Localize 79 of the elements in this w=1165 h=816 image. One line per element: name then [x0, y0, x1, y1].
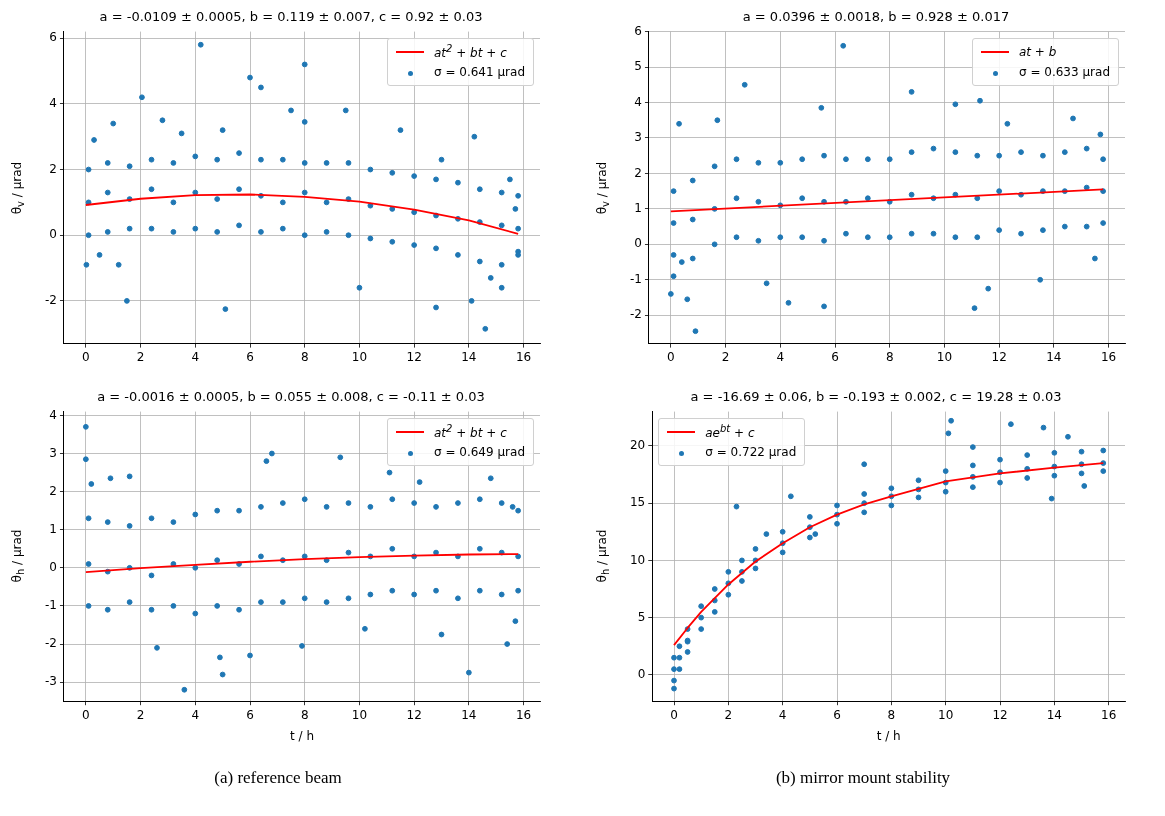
x-tick-label: 14 [461, 707, 477, 722]
x-tick-label: 12 [992, 707, 1008, 722]
y-tick-label: 0 [49, 559, 57, 574]
x-axis-title: t / h [876, 728, 901, 743]
legend-label: σ = 0.722 μrad [705, 444, 797, 459]
legend-label: ae$^{bt}$ + c [705, 423, 755, 441]
x-tick-label: 12 [406, 349, 422, 364]
x-tick-label: 10 [938, 707, 954, 722]
legend-label: at$^{2}$ + bt + c [434, 43, 507, 61]
y-tick-label: 0 [637, 667, 646, 681]
y-tick-label: -1 [45, 598, 57, 613]
x-tick-label: 12 [991, 349, 1007, 364]
x-tick-label: 0 [82, 349, 90, 364]
y-tick-label: 0 [634, 236, 642, 251]
y-tick-label: 15 [629, 495, 646, 510]
chart-title: a = -0.0109 ± 0.0005, b = 0.119 ± 0.007, c = 0.92 ± 0.03 [99, 9, 483, 25]
x-tick-label: 6 [246, 349, 254, 364]
x-tick-label: 4 [191, 707, 200, 722]
y-tick-label: 0 [49, 227, 57, 242]
x-tick-label: 2 [724, 707, 733, 722]
y-tick-label: 1 [49, 521, 57, 536]
x-tick-label: 6 [246, 707, 254, 722]
y-tick-label: -2 [45, 293, 57, 308]
x-tick-label: 0 [670, 707, 678, 722]
x-tick-label: 6 [831, 349, 839, 364]
x-tick-label: 16 [1101, 707, 1117, 722]
chart-title: a = 0.0396 ± 0.0018, b = 0.928 ± 0.017 [742, 9, 1010, 25]
x-tick-label: 8 [885, 349, 894, 364]
x-tick-label: 8 [887, 707, 896, 722]
y-tick-label: 4 [49, 407, 57, 422]
y-tick-label: -2 [45, 636, 57, 651]
y-tick-label: 4 [49, 95, 57, 110]
x-tick-label: 10 [936, 349, 953, 364]
chart-title: a = -16.69 ± 0.06, b = -0.193 ± 0.002, c = 19.28 ± 0.03 [690, 389, 1062, 405]
y-tick-label: 10 [629, 552, 646, 567]
y-tick-label: -3 [45, 674, 57, 689]
y-tick-label: 2 [49, 161, 57, 176]
y-tick-label: -1 [630, 271, 642, 286]
legend-label: σ = 0.641 μrad [434, 64, 525, 79]
y-tick-label: 5 [634, 59, 642, 74]
y-tick-label: 20 [629, 438, 646, 453]
x-tick-label: 14 [461, 349, 477, 364]
y-tick-label: 2 [49, 483, 57, 498]
x-tick-label: 2 [721, 349, 730, 364]
y-tick-label: 6 [49, 30, 57, 45]
y-tick-label: 3 [49, 445, 57, 460]
x-axis-title: t / h [289, 728, 314, 743]
legend-label: σ = 0.633 μrad [1019, 64, 1110, 79]
x-tick-label: 10 [351, 349, 368, 364]
legend-label: σ = 0.649 μrad [434, 444, 525, 459]
y-tick-label: 6 [634, 23, 642, 38]
x-tick-label: 2 [136, 349, 145, 364]
x-tick-label: 10 [351, 707, 368, 722]
x-tick-label: 6 [833, 707, 841, 722]
y-tick-label: 1 [634, 201, 642, 215]
x-tick-label: 2 [136, 707, 145, 722]
x-tick-label: 4 [776, 349, 785, 364]
text: (a) reference beam [213, 768, 343, 788]
x-tick-label: 8 [300, 707, 309, 722]
x-tick-label: 0 [82, 707, 90, 722]
x-tick-label: 16 [1100, 349, 1117, 364]
chart-title: a = -0.0016 ± 0.0005, b = 0.055 ± 0.008, c = -0.11 ± 0.03 [97, 389, 485, 405]
x-tick-label: 0 [667, 349, 675, 364]
x-tick-label: 12 [406, 707, 422, 722]
x-tick-label: 4 [191, 349, 200, 364]
x-tick-label: 14 [1046, 349, 1062, 364]
text: (b) mirror mount stability [774, 768, 952, 788]
x-tick-label: 8 [300, 349, 309, 364]
y-tick-label: 4 [634, 94, 642, 109]
y-tick-label: 2 [634, 165, 642, 180]
legend-label: at$^{2}$ + bt + c [434, 423, 507, 441]
y-tick-label: -2 [630, 307, 642, 322]
x-tick-label: 16 [515, 707, 532, 722]
legend-label: at + b [1019, 44, 1057, 59]
y-tick-label: 3 [634, 130, 642, 145]
x-tick-label: 16 [515, 349, 532, 364]
x-tick-label: 14 [1046, 707, 1062, 722]
x-tick-label: 4 [778, 707, 787, 722]
y-tick-label: 5 [637, 609, 646, 624]
